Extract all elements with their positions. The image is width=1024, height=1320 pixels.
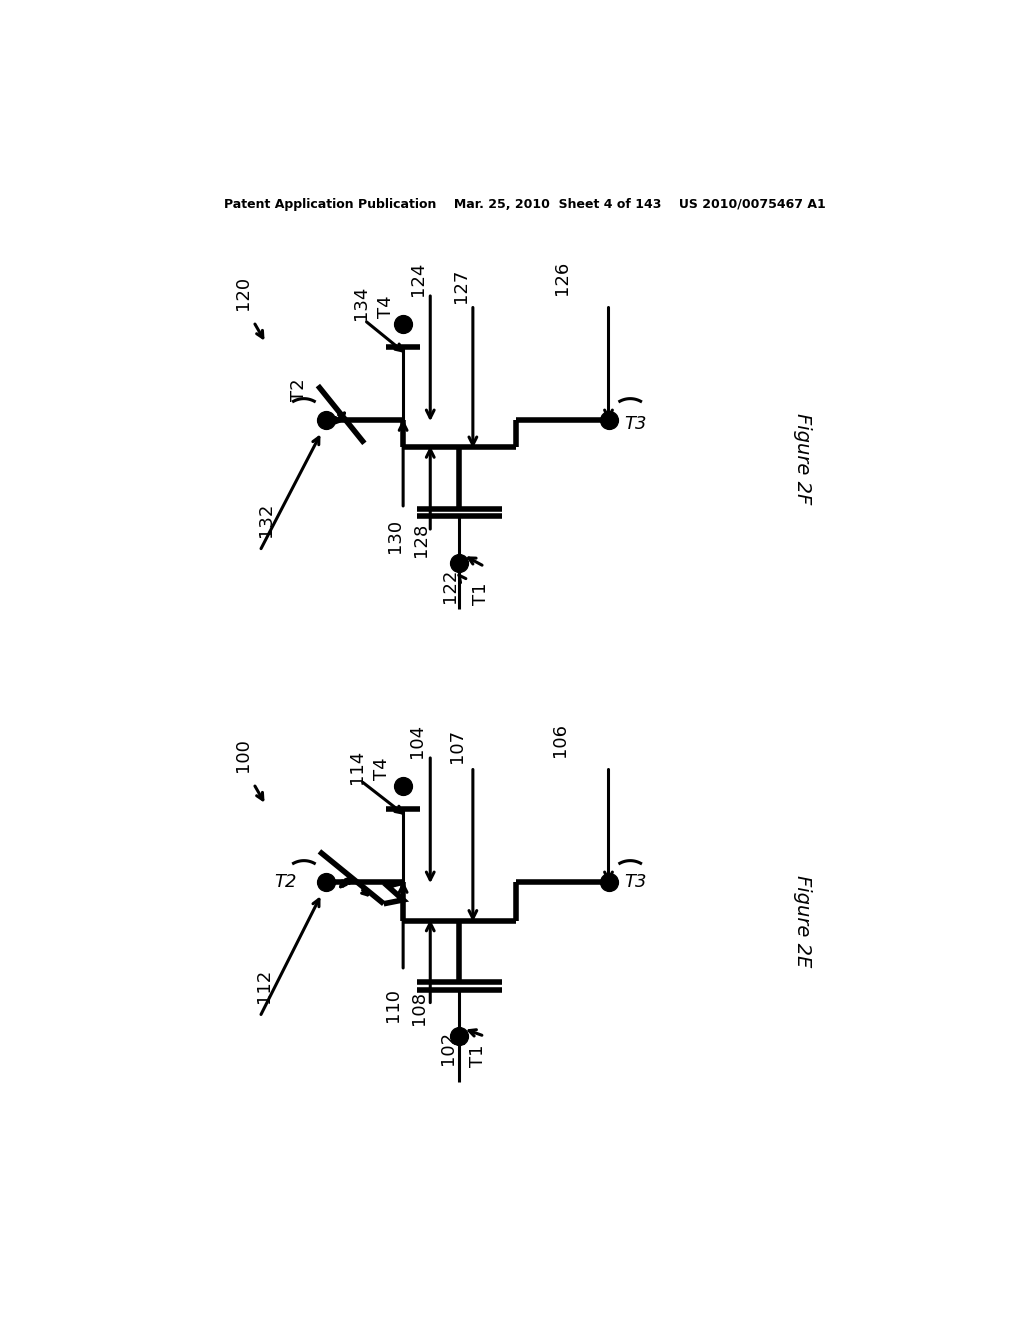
Text: Figure 2E: Figure 2E (793, 875, 812, 966)
Text: T3: T3 (625, 874, 647, 891)
Point (317, 409, 334, 430)
Text: 106: 106 (552, 723, 569, 756)
Text: T2: T2 (290, 378, 307, 401)
Text: 110: 110 (384, 989, 402, 1023)
Text: 122: 122 (440, 569, 459, 603)
Text: 120: 120 (233, 276, 252, 310)
Text: 112: 112 (255, 969, 272, 1003)
Text: T4: T4 (373, 758, 391, 780)
Text: 104: 104 (409, 725, 426, 759)
Text: T2: T2 (274, 874, 297, 891)
Text: 127: 127 (453, 268, 470, 302)
Point (452, 552, 468, 573)
Text: 108: 108 (410, 991, 428, 1024)
Point (317, 871, 334, 892)
Text: 114: 114 (347, 750, 366, 784)
Point (600, 409, 616, 430)
Point (395, 313, 412, 334)
Text: 107: 107 (449, 729, 466, 763)
Text: T3: T3 (625, 414, 647, 433)
Text: 126: 126 (553, 260, 571, 294)
Point (395, 775, 412, 796)
Text: T4: T4 (377, 294, 395, 318)
Text: 134: 134 (351, 286, 370, 321)
Text: 102: 102 (439, 1031, 457, 1065)
Text: T1: T1 (469, 1044, 487, 1067)
Text: Figure 2F: Figure 2F (793, 413, 812, 504)
Text: 124: 124 (409, 263, 427, 297)
Point (600, 871, 616, 892)
Point (452, 1026, 468, 1047)
Text: 100: 100 (233, 738, 252, 772)
Text: T1: T1 (472, 582, 489, 605)
Text: 132: 132 (257, 503, 275, 537)
Text: 130: 130 (386, 519, 404, 553)
Text: 128: 128 (412, 523, 430, 557)
Text: Patent Application Publication    Mar. 25, 2010  Sheet 4 of 143    US 2010/00754: Patent Application Publication Mar. 25, … (224, 198, 825, 211)
